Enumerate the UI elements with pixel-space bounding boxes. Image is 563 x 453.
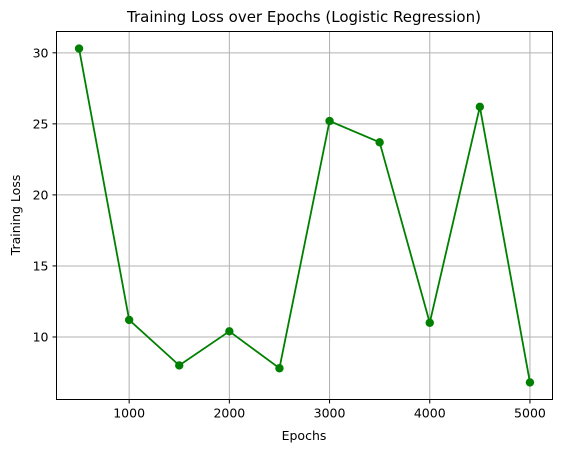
data-point — [124, 315, 134, 325]
x-axis-label: Epochs — [282, 428, 327, 443]
data-point — [175, 361, 184, 370]
y-tick-label: 25 — [33, 116, 49, 131]
y-axis-label: Training Loss — [8, 175, 23, 257]
y-tick-label: 10 — [33, 329, 49, 344]
axis-ticks: 1000 2000 3000 4000 5000 10 15 20 25 30 — [33, 45, 546, 420]
y-tick-label: 20 — [33, 187, 49, 202]
x-tick-label: 1000 — [113, 406, 145, 421]
data-point — [525, 378, 535, 387]
data-point — [74, 44, 84, 53]
plot-frame — [56, 31, 553, 400]
data-point — [425, 318, 434, 327]
x-tick-label: 2000 — [213, 406, 245, 421]
y-tick-label: 30 — [33, 45, 49, 60]
data-point — [475, 102, 485, 112]
data-point — [375, 138, 384, 147]
data-point — [275, 364, 284, 373]
chart-title: Training Loss over Epochs (Logistic Regr… — [126, 8, 481, 26]
y-tick-label: 15 — [33, 258, 49, 273]
x-tick-label: 5000 — [514, 406, 546, 421]
x-tick-label: 3000 — [314, 406, 346, 421]
data-points — [74, 44, 535, 387]
series-line — [78, 48, 531, 383]
data-point — [325, 116, 334, 126]
grid — [56, 31, 553, 400]
data-point — [225, 327, 234, 336]
x-tick-label: 4000 — [414, 406, 446, 421]
